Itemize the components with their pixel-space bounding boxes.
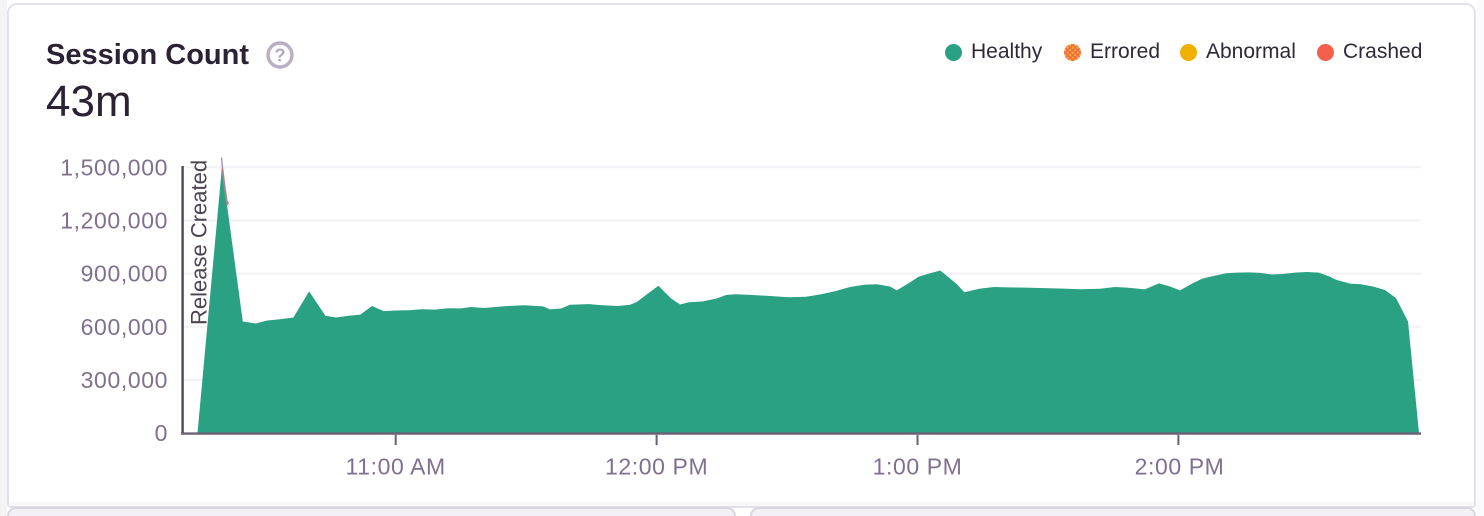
svg-text:?: ? <box>275 46 286 66</box>
svg-text:12:00 PM: 12:00 PM <box>605 454 708 480</box>
svg-text:600,000: 600,000 <box>81 314 168 340</box>
svg-text:2:00 PM: 2:00 PM <box>1135 454 1225 480</box>
svg-text:1,500,000: 1,500,000 <box>60 154 168 180</box>
svg-text:1,200,000: 1,200,000 <box>60 208 168 234</box>
svg-text:11:00 AM: 11:00 AM <box>346 454 446 480</box>
svg-text:1:00 PM: 1:00 PM <box>873 454 963 480</box>
svg-text:0: 0 <box>155 420 168 446</box>
svg-text:300,000: 300,000 <box>81 367 168 393</box>
svg-text:Release Created: Release Created <box>187 160 212 325</box>
svg-text:900,000: 900,000 <box>81 261 168 287</box>
